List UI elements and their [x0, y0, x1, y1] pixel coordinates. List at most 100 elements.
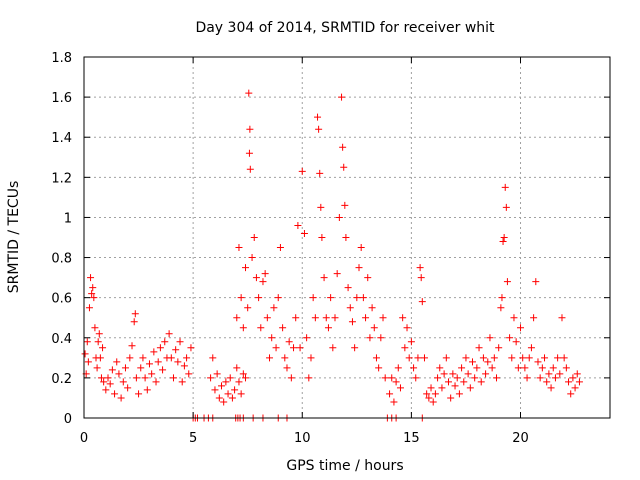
data-point — [427, 384, 435, 392]
data-point — [440, 370, 448, 378]
data-point — [106, 380, 114, 388]
data-point — [510, 314, 518, 322]
data-point — [161, 338, 169, 346]
data-point — [95, 330, 103, 338]
y-tick-label: 0 — [64, 412, 72, 427]
x-axis-label: GPS time / hours — [286, 458, 403, 474]
data-point — [316, 169, 324, 177]
data-point — [388, 374, 396, 382]
data-point — [500, 234, 508, 241]
data-point — [294, 221, 302, 229]
data-point — [571, 384, 579, 392]
data-point — [119, 378, 127, 386]
data-point — [447, 394, 455, 402]
data-point — [178, 378, 186, 386]
data-point — [148, 370, 156, 378]
data-point — [245, 89, 253, 97]
data-point — [261, 270, 269, 278]
data-point — [174, 358, 182, 366]
data-point — [493, 374, 501, 382]
x-tick-label: 15 — [403, 431, 420, 446]
data-point — [333, 270, 341, 278]
data-point — [547, 384, 555, 392]
data-point — [121, 364, 129, 372]
data-point — [558, 314, 566, 322]
data-point — [292, 314, 300, 322]
data-point — [429, 398, 437, 406]
data-point — [296, 344, 304, 352]
data-point — [372, 354, 380, 362]
data-point — [93, 364, 101, 372]
data-point — [150, 348, 158, 356]
data-point — [115, 370, 123, 378]
y-tick-label: 1.2 — [51, 171, 72, 186]
data-point — [412, 374, 420, 382]
data-point — [211, 386, 219, 394]
data-point — [351, 344, 359, 352]
data-point — [233, 314, 241, 322]
data-point — [442, 354, 450, 362]
data-point — [438, 384, 446, 392]
data-point — [346, 304, 354, 312]
data-point — [314, 113, 322, 121]
data-point — [252, 274, 260, 282]
data-point — [394, 364, 402, 372]
data-point — [420, 354, 428, 362]
y-tick-label: 1.4 — [51, 131, 72, 146]
data-point — [375, 364, 383, 372]
data-point — [183, 354, 191, 362]
data-point — [88, 290, 96, 298]
x-tick-label: 5 — [189, 431, 197, 446]
data-point — [322, 314, 330, 322]
data-point — [97, 374, 105, 382]
data-point — [453, 374, 461, 382]
data-point — [464, 370, 472, 378]
y-axis-label: SRMTID / TECUs — [6, 181, 22, 294]
data-point — [444, 378, 452, 386]
data-point — [368, 304, 376, 312]
data-point — [141, 374, 149, 382]
data-point — [266, 354, 274, 362]
y-tick-label: 0.4 — [51, 332, 72, 347]
data-point — [130, 318, 138, 326]
data-point — [498, 294, 506, 302]
data-point — [152, 378, 160, 386]
data-point — [495, 344, 503, 352]
data-point — [276, 244, 284, 252]
data-point — [554, 354, 562, 362]
data-point — [521, 364, 529, 372]
data-point — [416, 264, 424, 272]
data-point — [523, 374, 531, 382]
data-point — [519, 354, 527, 362]
data-point — [562, 364, 570, 372]
data-point — [156, 344, 164, 352]
data-point — [455, 390, 463, 398]
data-point — [543, 378, 551, 386]
data-point — [176, 338, 184, 346]
data-point — [81, 350, 89, 358]
data-point — [135, 390, 143, 398]
data-point — [575, 378, 583, 386]
data-point — [305, 374, 313, 382]
data-point — [405, 354, 413, 362]
data-point — [143, 386, 151, 394]
data-point — [207, 374, 215, 382]
data-point — [471, 374, 479, 382]
data-point — [139, 354, 147, 362]
data-point — [423, 390, 431, 398]
data-point — [272, 344, 280, 352]
data-point — [244, 304, 252, 312]
data-point — [237, 390, 245, 398]
data-point — [226, 374, 234, 382]
data-point — [551, 374, 559, 382]
data-point — [414, 354, 422, 362]
data-point — [185, 370, 193, 378]
data-point — [462, 354, 470, 362]
data-point — [475, 344, 483, 352]
data-point — [549, 364, 557, 372]
data-point — [390, 398, 398, 406]
data-point — [536, 374, 544, 382]
data-point — [100, 378, 108, 386]
data-point — [431, 390, 439, 398]
